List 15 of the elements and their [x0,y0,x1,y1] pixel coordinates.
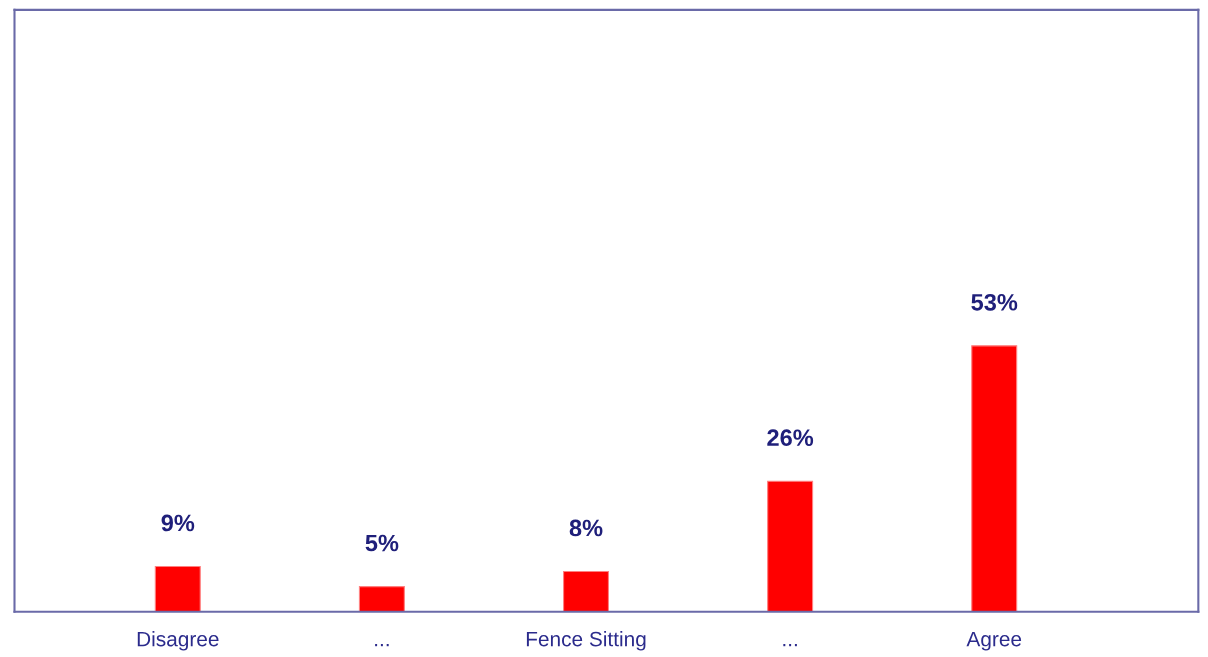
x-tick-label: ... [375,643,389,647]
data-label: 8% [569,519,603,537]
x-tick-label: ... [783,643,797,647]
x-tick-label: Disagree [137,631,219,651]
data-label: 26% [767,429,814,447]
bar [562,570,610,612]
x-tick-label: Fence Sitting [526,631,646,651]
data-label: 9% [161,514,195,532]
x-tick-label: Agree [966,631,1022,651]
bar [358,586,405,612]
bar [971,345,1018,612]
bar [767,480,814,612]
data-label: 53% [971,293,1018,311]
data-label: 5% [365,534,399,552]
bar [154,565,201,612]
